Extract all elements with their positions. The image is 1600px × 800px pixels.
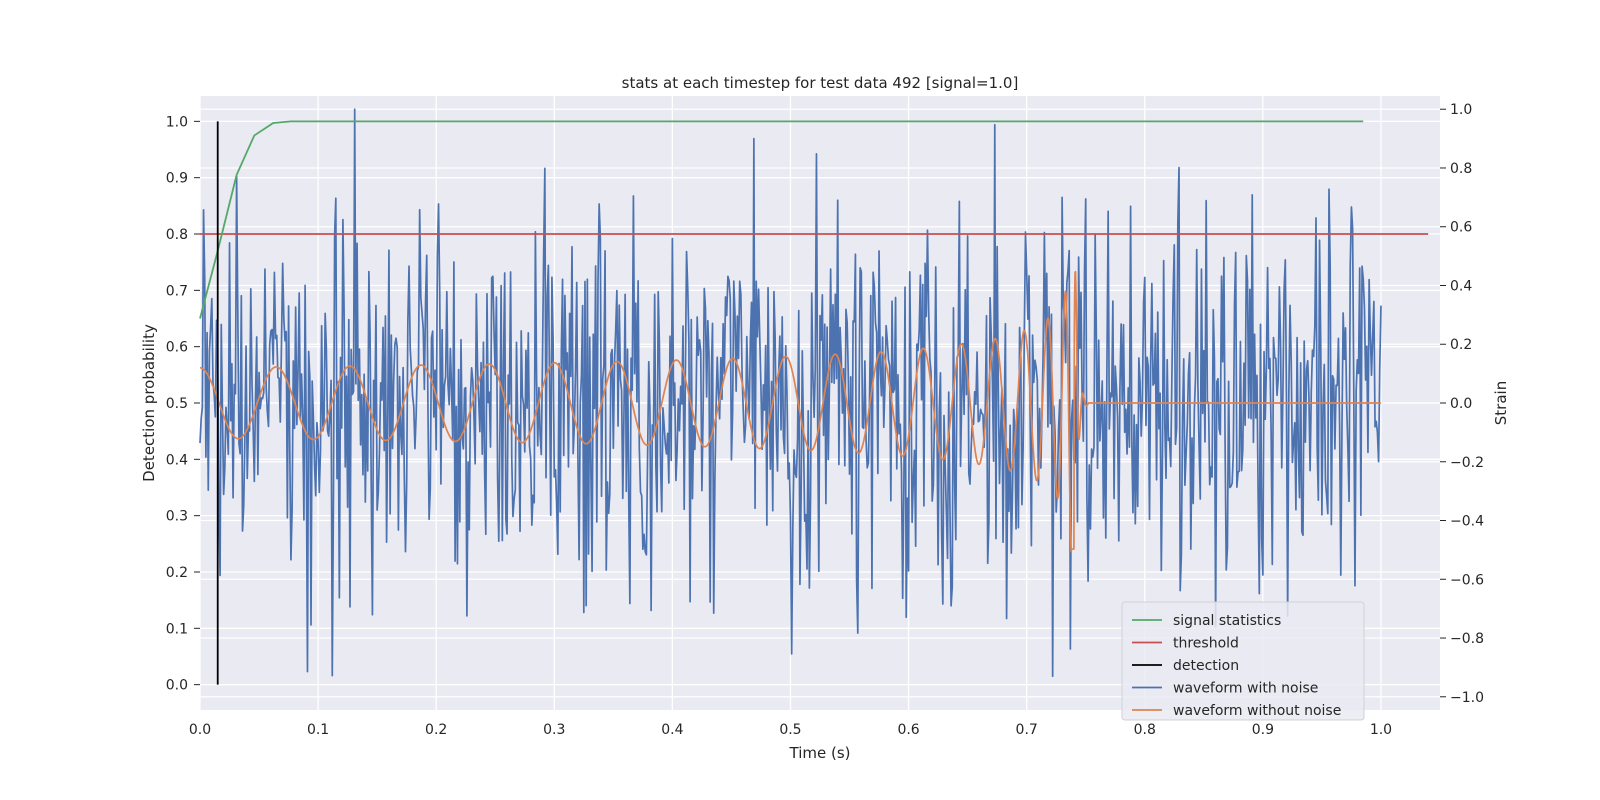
y-right-tick-label: −0.2 (1450, 455, 1484, 471)
x-tick-label: 0.5 (779, 722, 801, 738)
x-ticks: 0.0 0.1 0.2 0.3 0.4 0.5 0.6 0.7 0.8 0.9 1.0 (189, 722, 1392, 738)
series-waveform-with-noise (199, 108, 1382, 678)
x-tick-label: 0.0 (189, 722, 211, 738)
x-tick-label: 0.4 (661, 722, 683, 738)
x-tick-label: 1.0 (1370, 722, 1392, 738)
y-right-tick-label: −0.4 (1450, 514, 1484, 530)
legend-label: detection (1173, 658, 1239, 674)
y-left-tick-label: 1.0 (166, 114, 188, 130)
y-left-tick-label: 0.2 (166, 565, 188, 581)
y-left-tick-label: 0.6 (166, 340, 188, 356)
y-right-tick-label: −0.6 (1450, 572, 1484, 588)
legend-label: signal statistics (1173, 613, 1281, 629)
y-left-tick-label: 0.5 (166, 396, 188, 412)
y-right-tick-label: −1.0 (1450, 690, 1484, 706)
y-left-tick-label: 0.0 (166, 678, 188, 694)
legend-label: waveform with noise (1173, 681, 1318, 697)
legend: signal statistics threshold detection wavef… (1121, 601, 1365, 721)
x-tick-label: 0.7 (1016, 722, 1038, 738)
y-right-tick-label: 1.0 (1450, 102, 1472, 118)
series-waveform-without-noise (199, 270, 1382, 553)
waveform-with-noise-line (199, 108, 1382, 678)
y-right-tick-label: 0.0 (1450, 396, 1472, 412)
y-left-tick-label: 0.1 (166, 621, 188, 637)
waveform-without-noise-line (199, 270, 1382, 553)
y-left-tick-label: 0.4 (166, 452, 188, 468)
y-left-tick-label: 0.9 (166, 171, 188, 187)
series-signal-statistics (199, 120, 1364, 319)
y-axis-label-left: Detection probability (140, 324, 158, 482)
y-axis-label-right: Strain (1492, 381, 1510, 425)
chart-title: stats at each timestep for test data 492… (622, 74, 1019, 92)
y-left-tick-label: 0.3 (166, 509, 188, 525)
x-tick-label: 0.2 (425, 722, 447, 738)
signal-statistics-line (199, 120, 1364, 319)
x-tick-label: 0.3 (543, 722, 565, 738)
y-right-tick-label: 0.6 (1450, 220, 1472, 236)
legend-box (1121, 601, 1365, 721)
y-right-tick-label: 0.2 (1450, 337, 1472, 353)
x-tick-label: 0.1 (307, 722, 329, 738)
y-left-tick-label: 0.8 (166, 227, 188, 243)
x-tick-label: 0.6 (897, 722, 919, 738)
y-right-tick-label: −0.8 (1450, 631, 1484, 647)
y-right-tick-label: 0.8 (1450, 161, 1472, 177)
y-left-tick-label: 0.7 (166, 283, 188, 299)
y-left-ticks: 0.0 0.1 0.2 0.3 0.4 0.5 0.6 0.7 0.8 0.9 1.0 (166, 114, 200, 694)
y-right-tick-label: 0.4 (1450, 278, 1472, 294)
legend-label: waveform without noise (1173, 703, 1341, 719)
x-axis-label: Time (s) (789, 744, 851, 762)
y-right-ticks: −1.0 −0.8 −0.6 −0.4 −0.2 0.0 0.2 0.4 0.6 0.8 1.0 (1440, 102, 1484, 706)
legend-label: threshold (1173, 636, 1239, 652)
x-tick-label: 0.9 (1252, 722, 1274, 738)
x-tick-label: 0.8 (1134, 722, 1156, 738)
